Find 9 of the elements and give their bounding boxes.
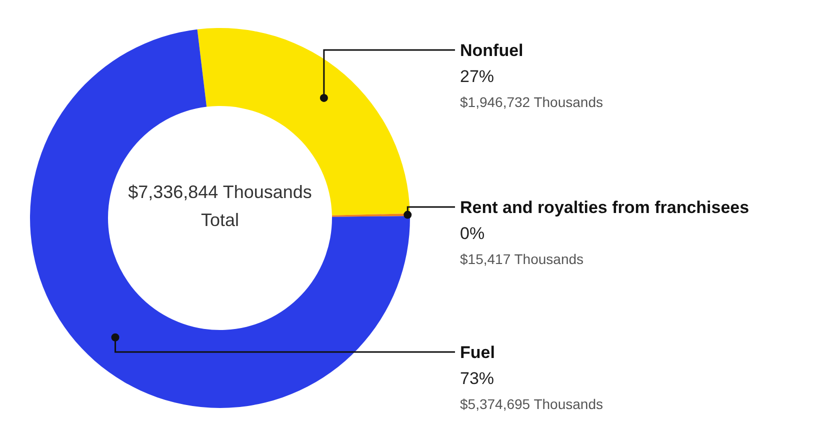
slice-label: Nonfuel: [460, 41, 524, 60]
slice-label: Fuel: [460, 343, 495, 362]
slice-label: Rent and royalties from franchisees: [460, 198, 750, 217]
text: $7,336,844 Thousands: [128, 182, 312, 202]
data-label: 0% $15,417 Thousands: [460, 224, 584, 267]
data-label: 27% $1,946,732 Thousands: [460, 67, 603, 110]
text: Total: [200, 210, 240, 230]
data-label: 73% $5,374,695 Thousands: [460, 369, 603, 412]
donut-slice: [30, 29, 410, 408]
